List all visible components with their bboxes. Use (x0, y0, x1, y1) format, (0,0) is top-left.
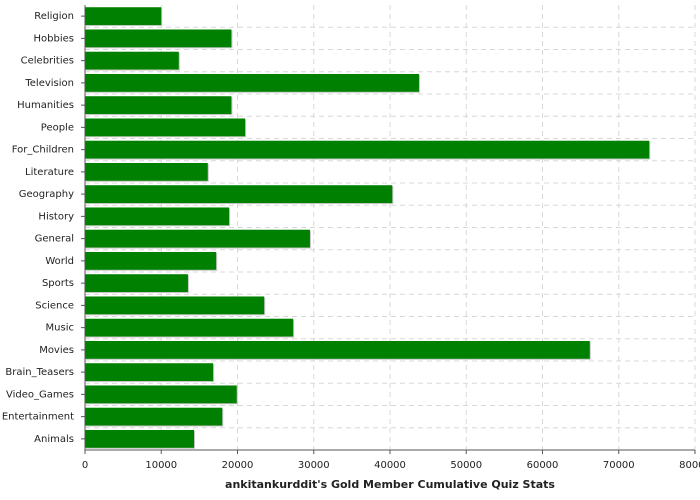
y-tick-label: Music (46, 323, 74, 334)
y-tick-label: Geography (19, 189, 74, 200)
y-tick-label: Movies (39, 345, 74, 356)
bar (85, 162, 208, 181)
bar (85, 251, 217, 270)
bar (85, 185, 393, 204)
y-tick-label: Science (35, 300, 74, 311)
bar (85, 96, 232, 115)
y-tick-label: Hobbies (34, 33, 74, 44)
bar (85, 73, 419, 92)
bar (85, 363, 214, 382)
y-tick-label: History (38, 211, 74, 222)
bar (85, 429, 195, 448)
x-tick-label: 50000 (450, 460, 482, 471)
y-tick-label: Celebrities (21, 56, 74, 67)
bar (85, 229, 310, 248)
bar (85, 140, 650, 159)
chart-title: ankitankurddit's Gold Member Cumulative … (225, 478, 555, 491)
bar (85, 51, 179, 70)
x-tick-label: 60000 (527, 460, 559, 471)
bar (85, 29, 232, 48)
bar (85, 118, 246, 137)
y-tick-label: World (45, 256, 74, 267)
y-tick-label: Literature (25, 167, 74, 178)
y-tick-label: Animals (34, 434, 74, 445)
x-tick-label: 20000 (222, 460, 254, 471)
y-tick-label: For_Children (12, 145, 74, 156)
bar (85, 7, 162, 26)
bar (85, 296, 265, 315)
y-tick-label: Entertainment (2, 412, 74, 423)
y-tick-label: General (35, 234, 74, 245)
y-tick-label: Television (24, 78, 74, 89)
x-tick-label: 30000 (298, 460, 330, 471)
y-tick-label: Brain_Teasers (5, 367, 74, 378)
bar (85, 340, 590, 359)
y-tick-label: Humanities (17, 100, 74, 111)
x-tick-label: 70000 (603, 460, 635, 471)
x-tick-label: 40000 (374, 460, 406, 471)
bar (85, 318, 294, 337)
y-tick-label: Video_Games (6, 389, 74, 400)
bar (85, 274, 188, 293)
x-tick-label: 10000 (145, 460, 177, 471)
x-tick-label: 80000 (679, 460, 700, 471)
bar (85, 207, 230, 226)
y-tick-label: Sports (42, 278, 74, 289)
bar (85, 407, 223, 426)
bar (85, 385, 237, 404)
y-tick-label: People (41, 122, 74, 133)
x-tick-label: 0 (82, 460, 88, 471)
y-tick-label: Religion (34, 11, 74, 22)
